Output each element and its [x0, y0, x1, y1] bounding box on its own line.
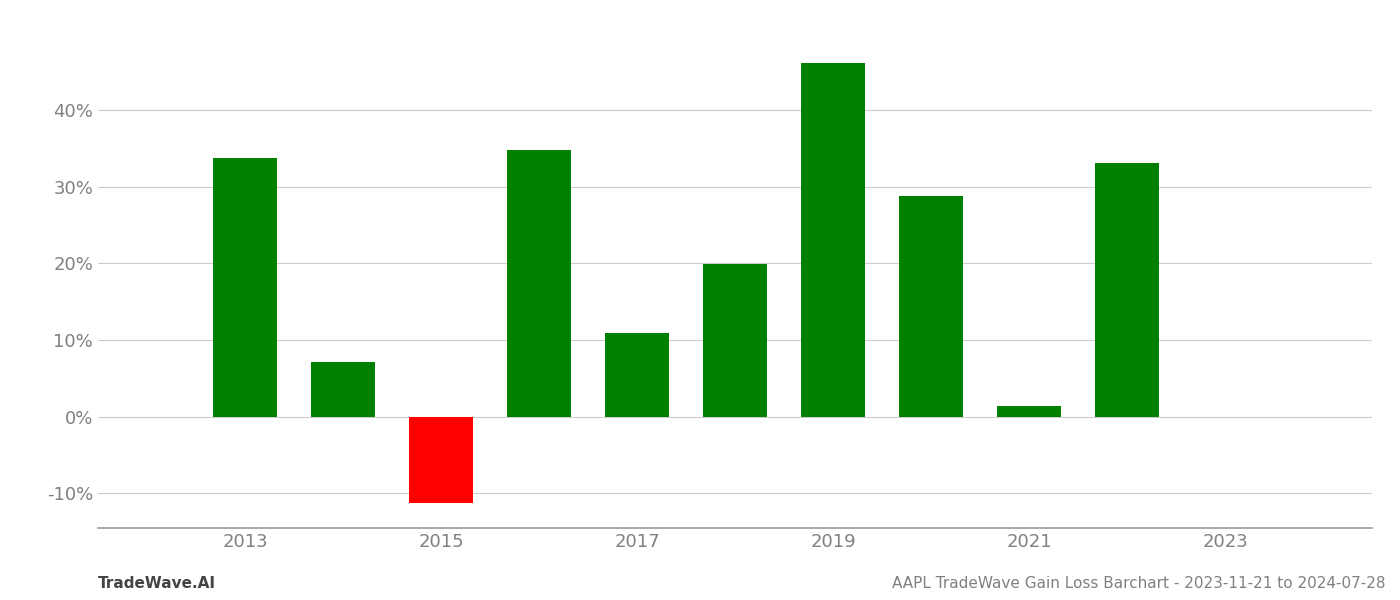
Bar	[997, 406, 1061, 417]
Bar	[311, 362, 375, 417]
Bar	[801, 63, 865, 417]
Bar	[703, 264, 767, 417]
Bar	[409, 417, 473, 503]
Bar	[213, 158, 277, 417]
Text: TradeWave.AI: TradeWave.AI	[98, 576, 216, 591]
Bar	[899, 196, 963, 417]
Bar	[605, 333, 669, 417]
Text: AAPL TradeWave Gain Loss Barchart - 2023-11-21 to 2024-07-28: AAPL TradeWave Gain Loss Barchart - 2023…	[893, 576, 1386, 591]
Bar	[1095, 163, 1159, 417]
Bar	[507, 150, 571, 417]
